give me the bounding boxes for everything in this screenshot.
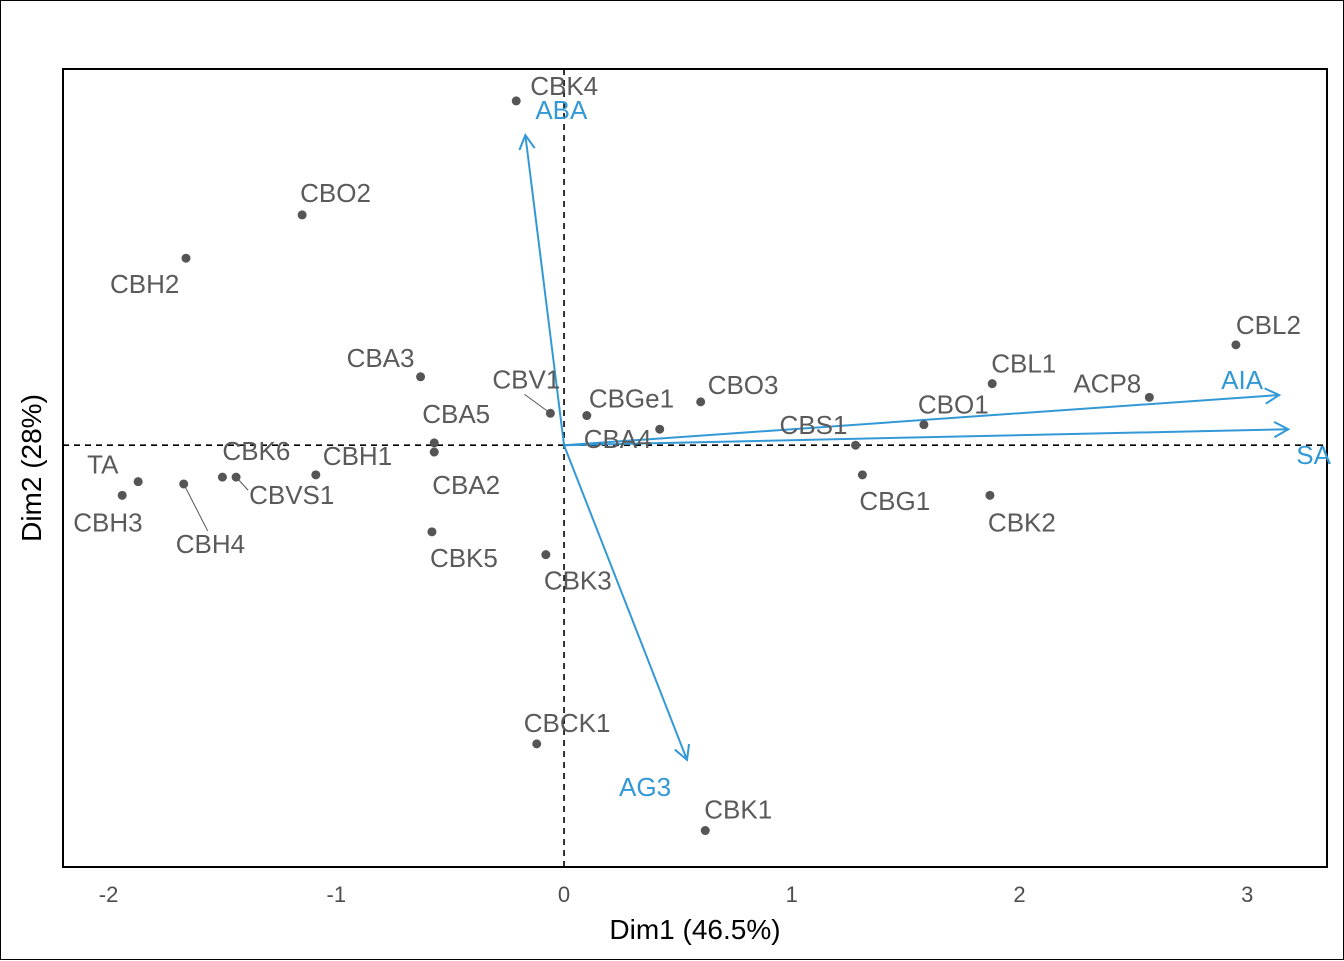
point-label-cbv1: CBV1 [492,364,560,394]
point-cbl2 [1231,340,1241,350]
point-label-cbh3: CBH3 [73,507,142,537]
point-label-cba5: CBA5 [422,399,490,429]
x-tick-label-2: 2 [1013,882,1025,907]
point-cba3 [416,372,426,382]
leader-cbv1 [524,393,551,414]
arrowhead-aba [518,133,536,151]
point-cbk6 [217,472,227,482]
point-cbk2 [985,490,995,500]
point-cbk5 [427,527,437,537]
arrow-aba [524,134,566,446]
point-cbl1 [987,379,997,389]
arrowhead-aia [1264,387,1282,405]
point-label-cbo1: CBO1 [918,390,989,420]
point-cbs1 [851,440,861,450]
plot-panel [62,68,1328,868]
point-label-cbh4: CBH4 [176,529,245,559]
point-label-cbge1: CBGe1 [589,384,674,414]
arrowhead-sa [1273,420,1291,439]
point-cbge1 [582,411,592,421]
point-label-cbk1: CBK1 [704,795,772,825]
leader-cbh4 [183,483,209,532]
point-cbh1 [311,470,321,480]
point-cbvs1 [231,472,241,482]
point-label-cbo3: CBO3 [708,370,779,400]
point-label-cbs1: CBS1 [780,410,848,440]
point-cbck1 [532,739,542,749]
point-label-cbl1: CBL1 [991,349,1056,379]
individual-labels: CBK4 CBO2 CBH2 CBA3 CBV1 CBGe1 CBO3 CBL1 CBL2 CBO… [73,71,1301,825]
point-ta [133,477,143,487]
point-cbk4 [511,96,521,106]
point-label-cbk6: CBK6 [222,436,290,466]
arrow-ag3 [563,444,688,761]
arrow-sa [564,428,1289,447]
point-cbk3 [541,550,551,560]
point-cbh3 [117,490,127,500]
variable-label-aba: ABA [535,95,588,125]
arrow-aia [563,394,1280,447]
x-tick-label--1: -1 [327,882,347,907]
point-label-cba4: CBA4 [584,424,652,454]
arrowhead-ag3 [674,743,691,762]
x-axis-title: Dim1 (46.5%) [609,914,780,945]
variable-arrows [518,133,1291,762]
zero-lines [63,69,1327,867]
x-tick-label-3: 3 [1241,882,1253,907]
point-label-ta: TA [87,450,119,480]
point-label-cbh2: CBH2 [110,269,179,299]
x-tick-label--2: -2 [99,882,119,907]
point-label-cbvs1: CBVS1 [249,480,334,510]
point-cbo2 [297,210,307,220]
y-axis-title: Dim2 (28%) [16,394,47,542]
variable-label-ag3: AG3 [619,772,671,802]
point-label-cbk4: CBK4 [530,71,598,101]
point-cbh4 [179,479,189,489]
point-label-cbk5: CBK5 [430,543,498,573]
point-cbv1 [545,408,555,418]
point-cbg1 [857,470,867,480]
x-tick-label-1: 1 [786,882,798,907]
x-axis-ticks: -2 -1 0 1 2 3 [99,882,1254,907]
point-label-cba3: CBA3 [347,343,415,373]
point-label-cba2: CBA2 [432,470,500,500]
point-cbh2 [181,253,191,263]
point-cba2 [429,447,439,457]
variable-labels: ABA AIA SA AG3 [535,95,1331,802]
point-label-cbg1: CBG1 [859,486,930,516]
point-cba5 [429,438,439,448]
point-label-cbck1: CBCK1 [524,708,611,738]
individual-points [117,96,1241,836]
x-tick-label-0: 0 [558,882,570,907]
point-acp8 [1144,392,1154,402]
point-cba4 [655,424,665,434]
point-label-cbh1: CBH1 [323,441,392,471]
point-cbo3 [696,397,706,407]
point-label-cbl2: CBL2 [1236,310,1301,340]
variable-label-aia: AIA [1221,365,1264,395]
point-label-cbk3: CBK3 [544,566,612,596]
point-cbo1 [919,420,929,430]
point-label-cbk2: CBK2 [988,507,1056,537]
point-label-cbo2: CBO2 [300,178,371,208]
point-cbk1 [700,826,710,836]
point-label-acp8: ACP8 [1073,368,1141,398]
variable-label-sa: SA [1296,440,1331,470]
